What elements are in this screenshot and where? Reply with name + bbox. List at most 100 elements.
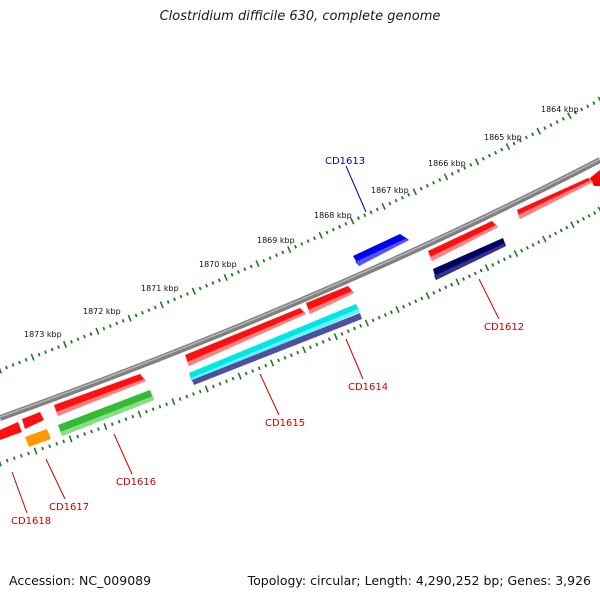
gene-feature-CD1615[interactable] (192, 313, 362, 385)
minor-tick (548, 234, 552, 239)
minor-tick (231, 376, 235, 381)
minor-tick (205, 283, 209, 288)
minor-tick (479, 268, 483, 273)
leader-line (113, 433, 133, 475)
minor-tick (211, 384, 215, 389)
minor-tick (44, 350, 48, 354)
leader-line (345, 165, 367, 213)
forward-features (0, 170, 600, 440)
minor-tick (141, 310, 144, 315)
major-tick (0, 367, 3, 374)
leader-line (345, 338, 364, 380)
gene-feature[interactable] (22, 412, 44, 429)
minor-tick (115, 321, 119, 326)
minor-tick (211, 281, 215, 285)
minor-tick (555, 120, 559, 124)
gene-label-CD1616[interactable]: CD1616 (116, 477, 156, 488)
minor-tick (402, 304, 406, 309)
minor-tick (275, 253, 279, 258)
minor-tick (5, 458, 9, 463)
major-tick (191, 287, 196, 295)
major-tick (223, 273, 228, 282)
gene-feature[interactable] (0, 422, 22, 440)
minor-tick (145, 409, 148, 414)
minor-tick (41, 446, 44, 451)
leader-lines (11, 165, 500, 514)
minor-tick (593, 211, 597, 215)
major-tick (237, 372, 242, 380)
major-tick (455, 278, 460, 286)
gene-label-CD1615[interactable]: CD1615 (265, 418, 305, 429)
gene-label-CD1614[interactable]: CD1614 (348, 382, 388, 393)
outer-tick-ring (0, 96, 600, 374)
minor-tick (131, 414, 135, 419)
minor-tick (414, 299, 418, 304)
minor-tick (408, 302, 412, 306)
minor-tick (185, 394, 189, 399)
gene-feature-shade (434, 243, 506, 280)
gene-label-CD1612[interactable]: CD1612 (484, 322, 524, 333)
major-tick (62, 340, 68, 348)
minor-tick (281, 250, 285, 255)
minor-tick (321, 340, 325, 344)
minor-tick (185, 292, 189, 296)
minor-tick (331, 227, 335, 232)
minor-tick (554, 231, 558, 236)
gene-label-CD1618[interactable]: CD1618 (11, 516, 51, 527)
gene-feature-CD1617[interactable] (25, 429, 51, 447)
leader-line (478, 278, 500, 320)
major-tick (270, 359, 275, 367)
minor-tick (83, 334, 86, 339)
gene-labels: CD1613 CD1612 CD1614 CD1615 CD1616 CD161… (11, 156, 524, 527)
minor-tick (37, 352, 41, 357)
minor-tick (243, 267, 247, 272)
major-tick (255, 260, 260, 268)
inner-tick-ring (0, 206, 600, 467)
minor-tick (502, 257, 506, 262)
minor-tick (383, 313, 387, 317)
minor-tick (117, 419, 121, 424)
minor-tick (432, 181, 436, 185)
minor-tick (153, 305, 157, 310)
minor-tick (325, 230, 329, 235)
minor-tick (110, 422, 114, 427)
scale-label: 1871 kbp (141, 284, 179, 293)
minor-tick (264, 363, 268, 368)
major-tick (350, 217, 355, 225)
major-tick (597, 206, 600, 212)
minor-tick (407, 192, 411, 197)
minor-tick (592, 101, 596, 105)
major-tick (381, 202, 386, 210)
scale-label: 1869 kbp (257, 236, 295, 245)
genome-backbone (0, 157, 600, 421)
minor-tick (425, 184, 429, 188)
minor-tick (89, 332, 93, 336)
major-tick (171, 398, 176, 406)
minor-tick (178, 397, 182, 401)
minor-tick (581, 216, 585, 221)
minor-tick (497, 260, 501, 264)
minor-tick (249, 264, 253, 269)
minor-tick (559, 228, 563, 233)
minor-tick (450, 282, 454, 287)
scale-label: 1864 kbp (541, 105, 579, 114)
minor-tick (251, 369, 255, 373)
minor-tick (192, 392, 195, 396)
minor-tick (20, 454, 23, 458)
gene-label-CD1617[interactable]: CD1617 (49, 502, 89, 513)
minor-tick (561, 117, 565, 121)
minor-tick (520, 248, 524, 253)
minor-tick (586, 104, 590, 109)
minor-tick (357, 216, 361, 220)
gene-label-CD1613[interactable]: CD1613 (325, 156, 365, 167)
minor-tick (55, 442, 59, 446)
gene-feature[interactable] (590, 170, 600, 186)
minor-tick (5, 365, 8, 370)
minor-tick (24, 358, 28, 362)
minor-tick (230, 272, 234, 277)
major-tick (443, 173, 449, 181)
minor-tick (461, 277, 466, 281)
minor-tick (173, 297, 177, 302)
minor-tick (296, 350, 300, 355)
